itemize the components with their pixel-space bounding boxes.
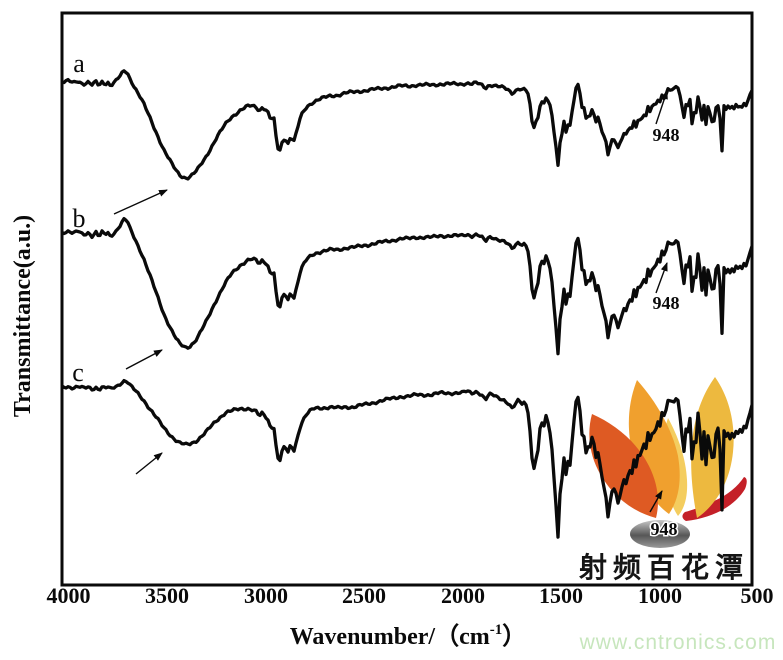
annotation-arrows [113,90,668,513]
spectra-curves [63,69,751,539]
series-label-b: b [73,204,86,233]
oh-dip-arrow-a [113,189,168,215]
peak-948-arrow-b [655,262,668,294]
oh-dip-arrow-b [125,349,163,370]
flame-middle-petal [628,380,680,514]
peak-label-948-b: 948 [653,293,680,313]
series-label-c: c [72,358,84,387]
x-tick-2000: 2000 [441,583,485,608]
spectrum-curve-b [63,216,751,356]
x-tick-2500: 2500 [342,583,386,608]
x-tick-500: 500 [741,583,774,608]
oh-dip-arrow-c [135,452,163,475]
peak-948-arrow-a [655,90,668,125]
spectrum-curve-c [63,378,751,539]
flame-logo [589,377,747,548]
x-tick-3500: 3500 [145,583,189,608]
watermark-url: www.cntronics.com [579,631,777,654]
x-tick-4000: 4000 [47,583,91,608]
x-tick-labels: 4000 3500 3000 2500 2000 1500 1000 500 [47,583,774,608]
logo-text: 射频百花潭 [578,552,749,583]
peak-label-948-a: 948 [653,125,680,145]
flame-left-petal [589,414,658,518]
x-tick-1000: 1000 [638,583,682,608]
peak-948-arrow-c [649,490,663,513]
peak-label-948-c: 948 [651,519,678,539]
series-label-a: a [73,49,85,78]
x-axis-title: Wavenumber/（cm-1） [290,622,526,650]
x-tick-3000: 3000 [244,583,288,608]
plot-border [60,11,754,587]
logo-stone-ellipse [630,520,690,548]
y-axis-title: Transmittance(a.u.) [10,215,36,417]
spectrum-curve-a [63,69,751,181]
x-tick-1500: 1500 [539,583,583,608]
